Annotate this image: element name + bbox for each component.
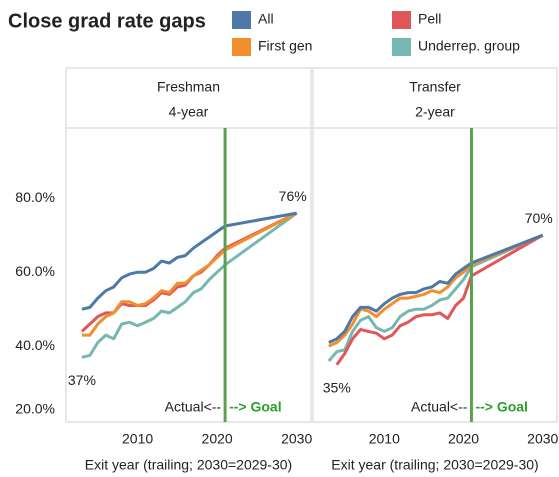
legend-label: All: [258, 11, 274, 27]
y-tick-label: 80.0%: [15, 189, 55, 205]
facet-subtitle: 4-year: [169, 104, 209, 120]
series-line: [81, 211, 298, 359]
facet-subtitle: 2-year: [415, 104, 455, 120]
series-line: [81, 211, 297, 311]
facet-title: Freshman: [157, 79, 220, 95]
legend-label: Underrep. group: [418, 38, 520, 54]
legend-swatch: [232, 11, 251, 29]
x-tick-label: 2020: [202, 431, 233, 447]
legend-swatch: [392, 38, 411, 56]
series-line: [328, 233, 544, 348]
series-line: [328, 233, 544, 344]
y-tick-label: 40.0%: [15, 337, 55, 353]
series-line: [335, 233, 544, 366]
value-label: 37%: [68, 372, 96, 388]
series-line: [81, 211, 298, 337]
value-label: 70%: [525, 210, 553, 226]
plot-area: [65, 127, 312, 423]
x-tick-label: 2030: [281, 431, 312, 447]
legend-label: Pell: [418, 11, 441, 27]
x-axis-label: Exit year (trailing; 2030=2029-30): [85, 457, 292, 473]
chart-title: Close grad rate gaps: [8, 10, 206, 32]
x-tick-label: 2030: [527, 431, 558, 447]
legend-swatch: [392, 11, 411, 29]
series-line: [327, 233, 544, 362]
x-tick-label: 2010: [122, 431, 153, 447]
x-tick-label: 2020: [448, 431, 479, 447]
y-tick-label: 60.0%: [15, 263, 55, 279]
plot-area: [312, 127, 558, 423]
value-label: 35%: [323, 379, 351, 395]
value-label: 76%: [279, 188, 307, 204]
x-tick-label: 2010: [369, 431, 400, 447]
legend-label: First gen: [258, 38, 312, 54]
x-axis-label: Exit year (trailing; 2030=2029-30): [331, 457, 538, 473]
goal-label: --> Goal: [475, 399, 528, 415]
goal-label: --> Goal: [229, 399, 282, 415]
y-tick-label: 20.0%: [15, 401, 55, 417]
actual-label: Actual<--: [165, 399, 222, 415]
facet-title: Transfer: [409, 79, 461, 95]
legend-swatch: [232, 38, 251, 56]
actual-label: Actual<--: [411, 399, 468, 415]
